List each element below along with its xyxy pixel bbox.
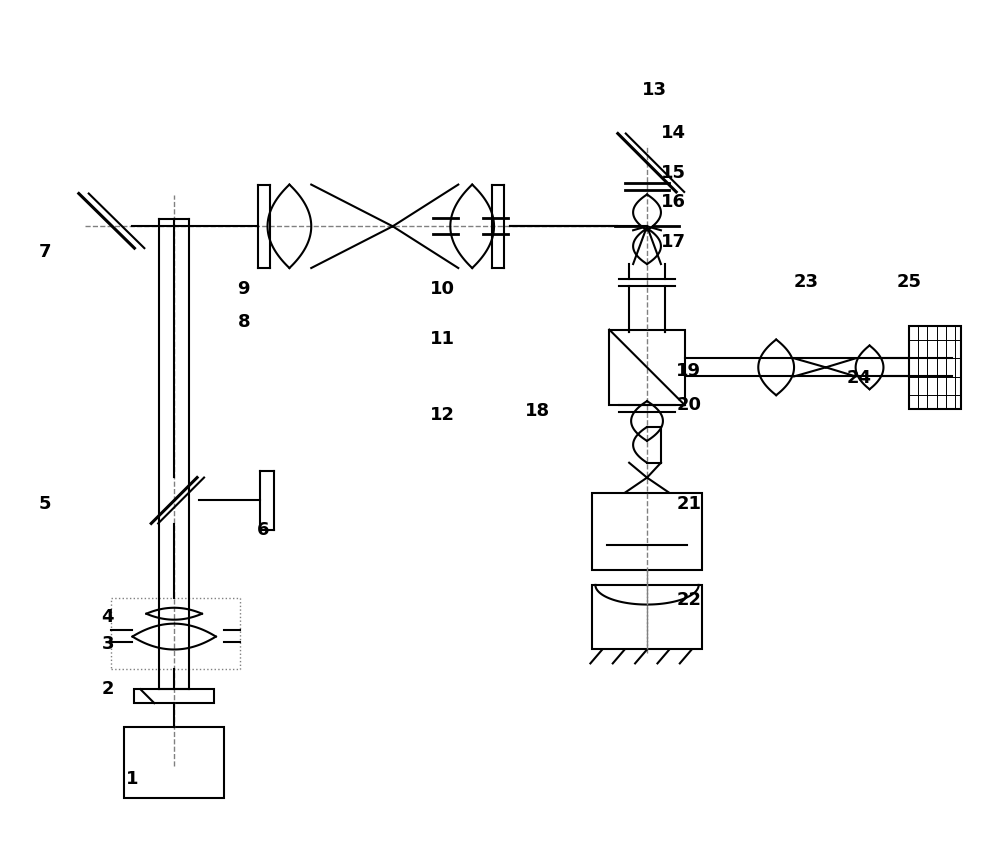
Text: 22: 22 [676,591,701,609]
Bar [134,690,214,703]
Text: 13: 13 [641,81,666,99]
Text: 12: 12 [430,406,455,424]
Text: 7: 7 [39,243,51,261]
Text: 25: 25 [897,273,922,291]
Text: 15: 15 [661,164,686,181]
Text: 9: 9 [237,280,250,298]
Text: 23: 23 [793,273,818,291]
Text: 10: 10 [430,280,455,298]
Text: 19: 19 [676,362,701,380]
Text: 17: 17 [661,234,686,251]
Text: 1: 1 [126,770,139,787]
Text: 4: 4 [101,608,114,626]
Text: 14: 14 [661,124,686,142]
Bar [592,492,702,570]
Text: 16: 16 [661,193,686,212]
Text: 6: 6 [257,521,270,540]
Bar [609,330,685,405]
Text: 18: 18 [525,402,550,420]
Text: 2: 2 [101,680,114,698]
Bar [111,598,240,669]
Text: 24: 24 [847,369,872,387]
Text: 20: 20 [676,396,701,414]
Bar [124,727,224,798]
Text: 11: 11 [430,330,455,347]
Text: 8: 8 [237,313,250,330]
Bar [909,325,961,409]
Text: 3: 3 [101,635,114,652]
Bar [592,585,702,649]
Text: 21: 21 [676,496,701,513]
Text: 5: 5 [39,496,51,513]
